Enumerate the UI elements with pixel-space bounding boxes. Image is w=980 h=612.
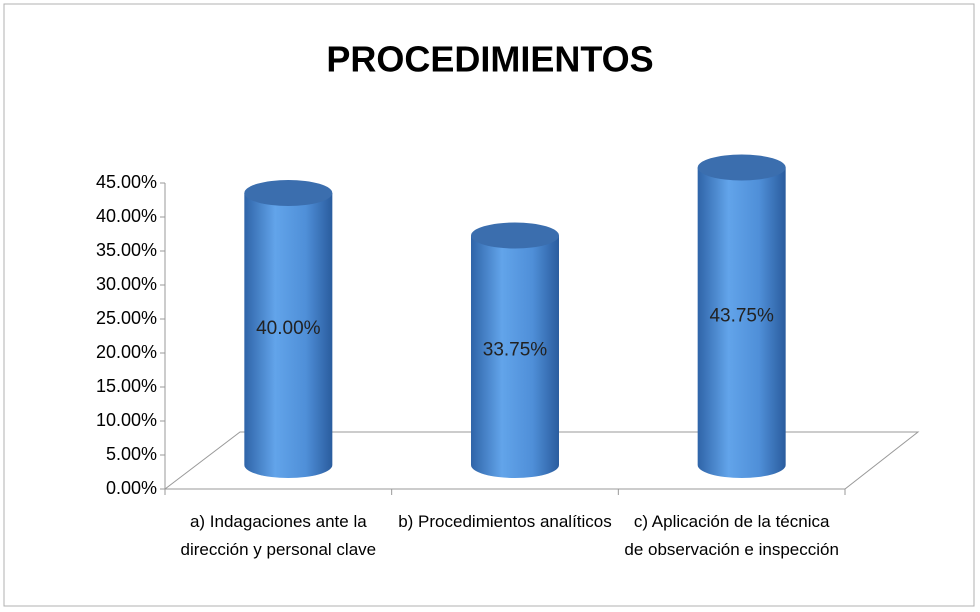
x-tick-label: c) Aplicación de la técnica de observaci… — [624, 512, 839, 559]
value-label: 33.75% — [483, 339, 548, 360]
bar-body — [697, 167, 786, 479]
y-tick-label: 10.00% — [96, 410, 157, 430]
y-tick-label: 40.00% — [96, 206, 157, 226]
y-tick-label: 20.00% — [96, 342, 157, 362]
bar — [244, 180, 333, 478]
bar — [471, 222, 559, 478]
y-tick-label: 25.00% — [96, 308, 157, 328]
y-tick-label: 35.00% — [96, 240, 157, 260]
y-tick-label: 5.00% — [106, 444, 157, 464]
bar-top — [244, 180, 333, 206]
bar-top — [697, 154, 786, 181]
y-tick-label: 30.00% — [96, 274, 157, 294]
y-tick-label: 0.00% — [106, 478, 157, 498]
bar-body — [244, 193, 333, 478]
value-label: 43.75% — [709, 305, 774, 326]
chart-title: PROCEDIMIENTOS — [326, 39, 653, 80]
y-tick-label: 15.00% — [96, 376, 157, 396]
value-label: 40.00% — [256, 318, 321, 339]
bar-top — [471, 222, 559, 249]
y-tick-label: 45.00% — [96, 172, 157, 192]
bar — [697, 154, 786, 479]
x-tick-label: a) Indagaciones ante la dirección y pers… — [180, 512, 377, 559]
bar-body — [471, 235, 559, 478]
x-tick-label: b) Procedimientos analíticos — [398, 512, 612, 531]
